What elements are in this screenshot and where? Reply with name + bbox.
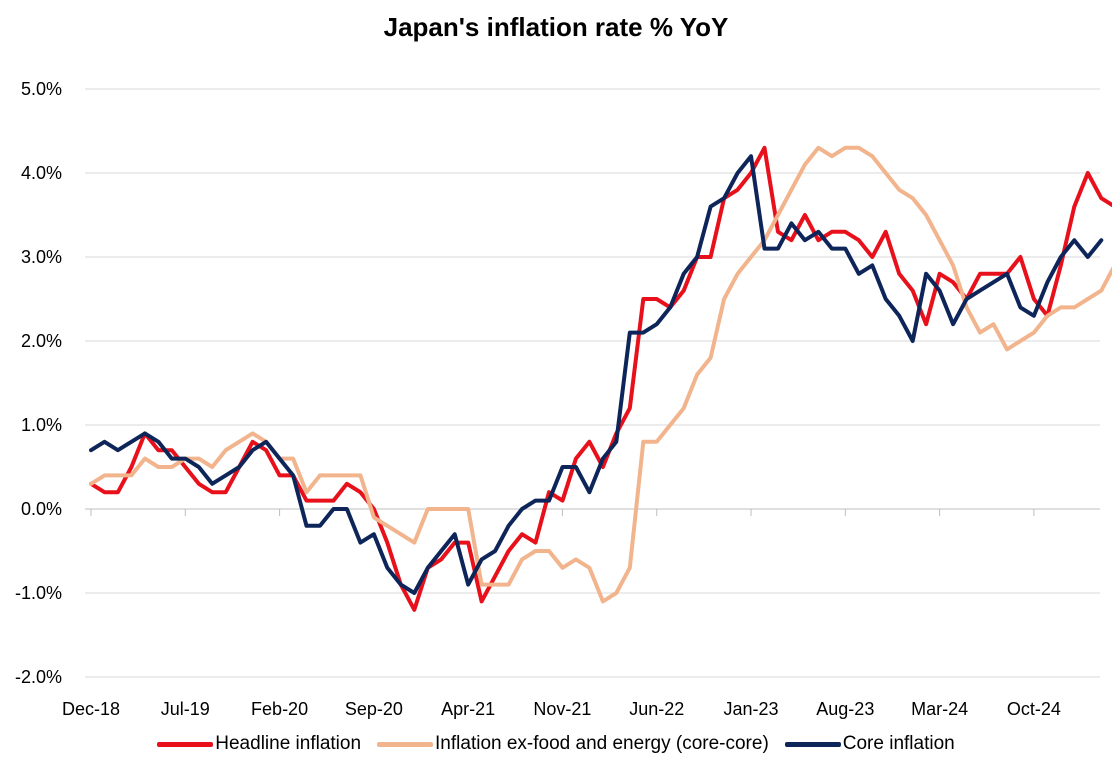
legend-label: Core inflation — [842, 733, 955, 754]
y-tick-label: 4.0% — [21, 163, 62, 183]
y-tick-label: -2.0% — [15, 667, 62, 687]
x-axis — [85, 508, 1100, 516]
legend-swatch — [377, 741, 434, 747]
x-axis-tick-labels: Dec-18 Jul-19 Feb-20 Sep-20 Apr-21 Nov-21 Jun-… — [62, 699, 1061, 719]
legend-swatch — [157, 741, 214, 747]
x-tick-label: Jun-22 — [629, 699, 684, 719]
x-tick-label: Jan-23 — [724, 699, 779, 719]
legend-swatch — [784, 741, 841, 747]
y-tick-label: 3.0% — [21, 247, 62, 267]
y-tick-label: -1.0% — [15, 583, 62, 603]
gridlines — [85, 88, 1100, 678]
y-tick-label: 1.0% — [21, 415, 62, 435]
legend-label: Inflation ex-food and energy (core-core) — [435, 733, 769, 754]
y-tick-label: 5.0% — [21, 79, 62, 99]
legend-item: Core inflation — [784, 733, 955, 755]
x-tick-label: Nov-21 — [533, 699, 591, 719]
legend-item: Inflation ex-food and energy (core-core) — [377, 733, 769, 755]
x-tick-label: Mar-24 — [911, 699, 968, 719]
series-line-0 — [89, 145, 1112, 612]
y-axis-tick-labels: -2.0% -1.0% 0.0% 1.0% 2.0% 3.0% 4.0% 5.0% — [15, 79, 62, 687]
series-line-1 — [89, 145, 1112, 604]
legend-label: Headline inflation — [215, 733, 362, 754]
x-tick-label: Apr-21 — [441, 699, 495, 719]
series-line-2 — [89, 154, 1104, 595]
series-lines — [89, 145, 1112, 612]
y-tick-label: 0.0% — [21, 499, 62, 519]
x-tick-label: Dec-18 — [62, 699, 120, 719]
x-tick-label: Jul-19 — [161, 699, 210, 719]
y-tick-label: 2.0% — [21, 331, 62, 351]
x-tick-label: Feb-20 — [251, 699, 308, 719]
x-tick-label: Sep-20 — [345, 699, 403, 719]
legend-item: Headline inflation — [157, 733, 361, 755]
x-tick-label: Aug-23 — [816, 699, 874, 719]
x-tick-label: Oct-24 — [1007, 699, 1061, 719]
chart-title: Japan's inflation rate % YoY — [383, 12, 729, 42]
legend: Headline inflation Inflation ex-food and … — [0, 733, 1112, 755]
